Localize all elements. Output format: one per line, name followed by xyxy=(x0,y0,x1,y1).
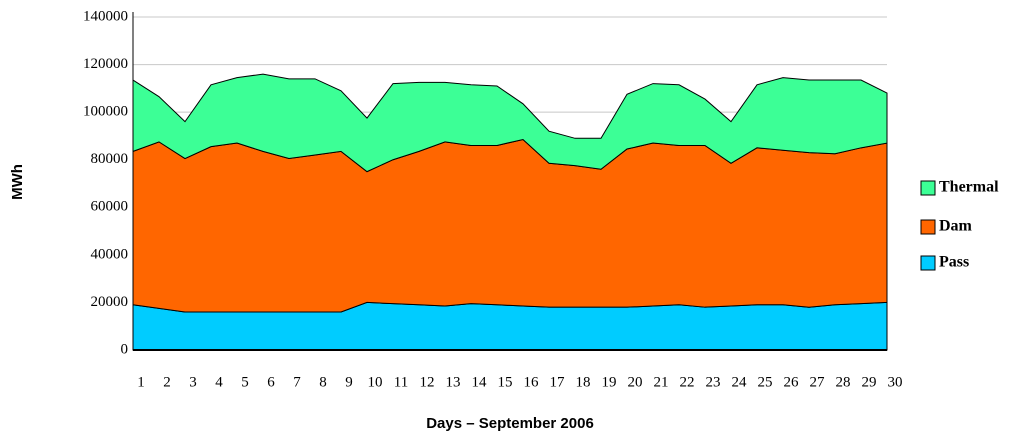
x-tick-label: 25 xyxy=(758,374,773,390)
x-tick-label: 10 xyxy=(368,374,383,390)
area xyxy=(132,73,888,173)
x-tick-label: 26 xyxy=(784,374,800,390)
y-tick-label: 40000 xyxy=(91,246,129,262)
x-tick-label: 3 xyxy=(189,374,197,390)
x-tick-label: 4 xyxy=(215,374,223,390)
legend-swatch xyxy=(920,219,936,235)
x-tick-label: 29 xyxy=(862,374,877,390)
y-tick-label: 80000 xyxy=(91,151,129,167)
x-tick-label: 22 xyxy=(680,374,695,390)
x-tick-label: 8 xyxy=(319,374,327,390)
x-tick-label: 24 xyxy=(732,374,748,390)
y-axis-title: MWh xyxy=(9,164,26,200)
y-tick-label: 20000 xyxy=(91,294,129,310)
y-tick-label: 120000 xyxy=(83,56,128,72)
x-tick-label: 1 xyxy=(137,374,145,390)
x-tick-label: 17 xyxy=(550,374,566,390)
y-tick-label: 140000 xyxy=(83,8,128,24)
legend-label: Dam xyxy=(939,218,973,235)
x-tick-label: 19 xyxy=(602,374,617,390)
x-tick-label: 13 xyxy=(446,374,461,390)
y-tick-label: 60000 xyxy=(91,199,129,215)
legend-label: Pass xyxy=(939,254,969,271)
area xyxy=(132,138,888,313)
legend-swatch xyxy=(920,180,936,196)
legend-swatch xyxy=(920,255,936,271)
y-tick-label: 100000 xyxy=(83,104,128,120)
x-tick-label: 27 xyxy=(810,374,826,390)
x-tick-label: 15 xyxy=(498,374,513,390)
x-tick-label: 14 xyxy=(472,374,488,390)
y-tick-label: 0 xyxy=(121,341,129,357)
x-tick-label: 5 xyxy=(241,374,249,390)
legend-label: Thermal xyxy=(939,179,999,196)
x-tick-label: 23 xyxy=(706,374,721,390)
x-tick-label: 7 xyxy=(293,374,301,390)
x-tick-label: 11 xyxy=(394,374,408,390)
x-axis-title: Days – September 2006 xyxy=(426,415,594,432)
x-tick-label: 28 xyxy=(836,374,851,390)
x-tick-label: 6 xyxy=(267,374,275,390)
x-tick-label: 18 xyxy=(576,374,591,390)
x-tick-label: 30 xyxy=(888,374,903,390)
x-tick-label: 21 xyxy=(654,374,669,390)
x-tick-label: 9 xyxy=(345,374,353,390)
x-tick-label: 16 xyxy=(524,374,540,390)
x-tick-label: 2 xyxy=(163,374,171,390)
x-tick-label: 20 xyxy=(628,374,643,390)
x-tick-label: 12 xyxy=(420,374,435,390)
